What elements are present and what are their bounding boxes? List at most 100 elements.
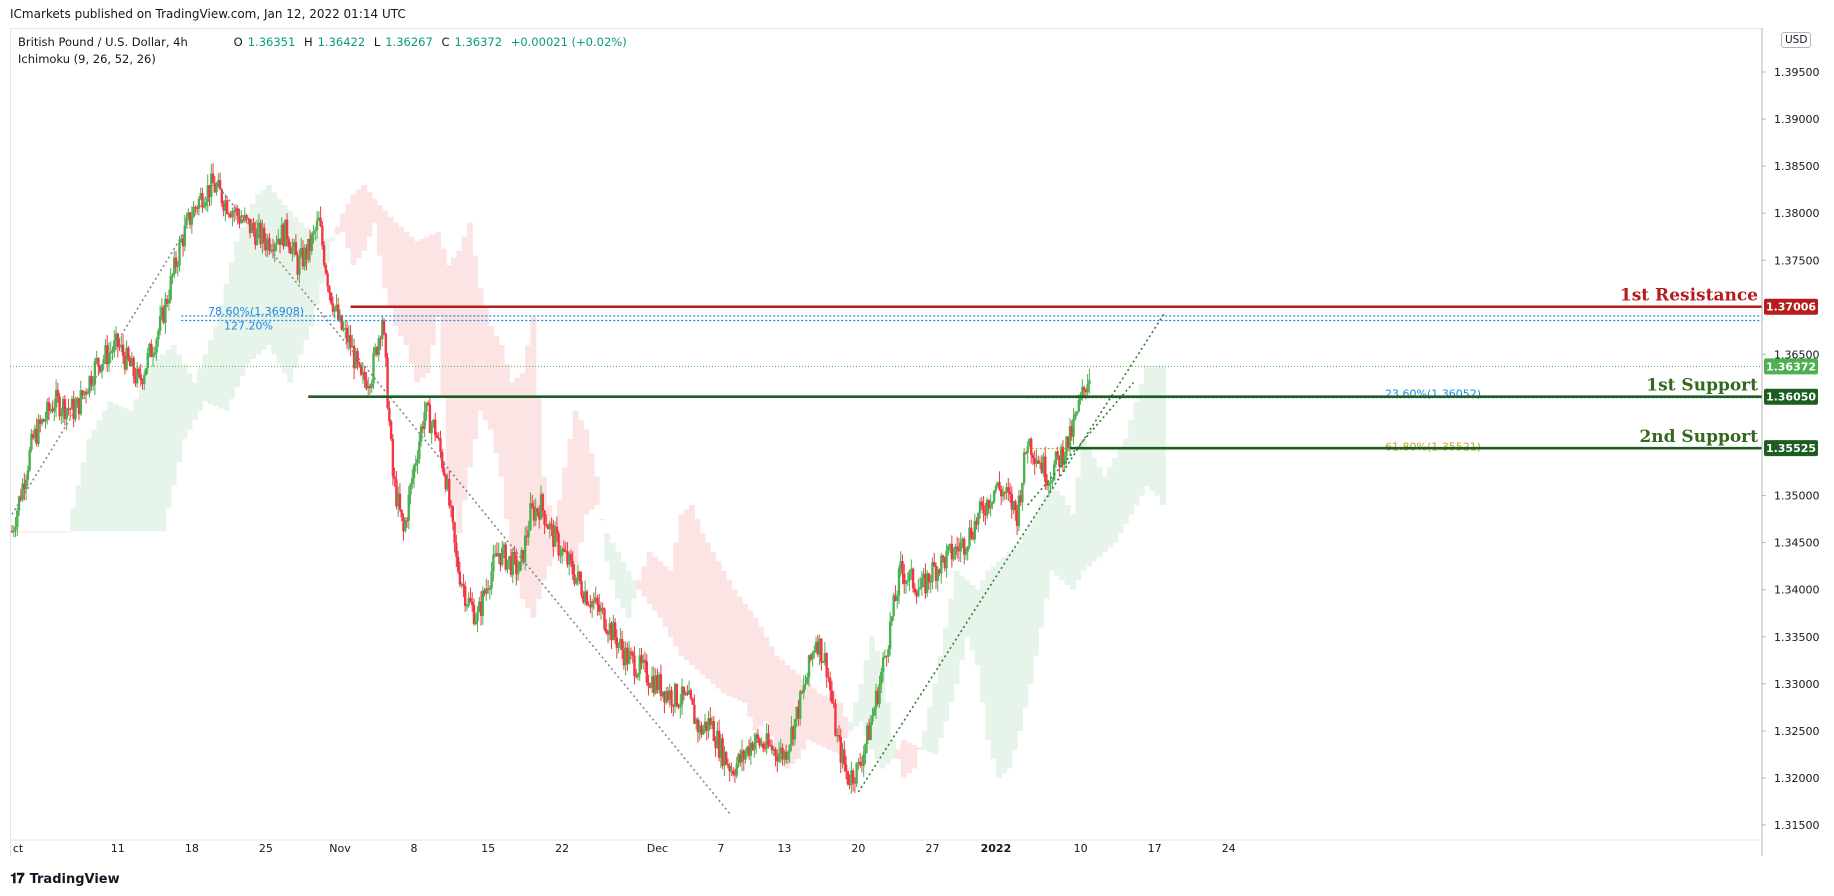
candle-body — [806, 677, 809, 685]
candle-body — [40, 419, 44, 424]
candle-body — [888, 621, 892, 650]
candle-body — [39, 419, 42, 424]
cloud-segment — [847, 721, 854, 731]
candle-body — [58, 396, 61, 417]
cloud-segment — [927, 707, 934, 753]
current-price-text: 1.36372 — [1766, 360, 1816, 373]
cloud-segment — [345, 203, 352, 249]
current-price-tag — [1764, 358, 1818, 375]
cloud-segment — [228, 262, 235, 400]
candle-body — [1024, 452, 1028, 454]
candle-body — [358, 362, 361, 366]
currency-button[interactable]: USD — [1781, 32, 1812, 48]
candle-body — [384, 333, 388, 358]
cloud-segment — [593, 476, 600, 505]
cloud-segment — [768, 646, 775, 736]
candle-body — [553, 526, 557, 547]
candle-body — [271, 249, 275, 252]
candle-body — [19, 496, 23, 500]
candle-body — [857, 761, 860, 763]
candle-body — [770, 745, 774, 751]
candle-body — [1033, 458, 1036, 464]
x-axis: ct 11 18 25 Nov 8 15 22 Dec 7 13 20 27 2022 10 17 24 — [10, 839, 1762, 855]
candle-body — [143, 375, 146, 385]
candle-body — [208, 185, 211, 197]
candle-body — [344, 327, 347, 329]
candle-body — [520, 549, 523, 562]
candle-body — [264, 242, 268, 251]
candle-body — [836, 735, 839, 737]
cloud-segment — [313, 236, 320, 305]
cloud-segment — [128, 410, 135, 532]
candle-body — [329, 292, 333, 304]
candle-body — [1040, 462, 1043, 473]
candle-body — [624, 647, 627, 666]
candle-body — [663, 691, 666, 703]
candle-body — [72, 398, 75, 420]
candle-body — [1065, 436, 1068, 457]
cloud-segment — [509, 382, 516, 562]
candle-body — [236, 208, 239, 216]
cloud-segment — [816, 693, 822, 745]
candle-body — [458, 571, 462, 585]
candle-body — [120, 344, 123, 347]
candle-body — [125, 347, 128, 370]
candle-body — [784, 751, 788, 760]
cloud-segment — [234, 241, 241, 388]
candle-body — [952, 555, 955, 560]
candle-body — [301, 247, 305, 267]
price-tag — [1764, 440, 1818, 457]
candle-body — [185, 217, 188, 226]
cloud-segment — [117, 406, 124, 532]
cloud-segment — [223, 283, 230, 411]
cloud-segment — [181, 363, 188, 440]
candle-body — [781, 747, 784, 760]
x-tick-label: 25 — [259, 842, 273, 855]
cloud-segment — [445, 264, 452, 477]
candle-body — [716, 730, 719, 748]
cloud-segment — [953, 570, 960, 684]
cloud-segment — [43, 531, 50, 533]
cloud-segment — [805, 683, 812, 741]
candle-body — [885, 656, 888, 658]
candle-body — [873, 708, 876, 716]
candle-body — [499, 553, 502, 565]
cloud-segment — [932, 683, 939, 755]
candle-body — [529, 503, 532, 531]
cloud-segment — [350, 194, 357, 265]
candle-body — [908, 571, 911, 581]
candle-body — [672, 705, 675, 707]
candle-body — [366, 385, 370, 389]
candle-body — [60, 412, 63, 417]
candle-body — [14, 527, 17, 531]
candle-body — [568, 553, 571, 565]
candle-body — [707, 718, 710, 731]
candle-body — [121, 344, 125, 356]
candles — [10, 163, 1091, 794]
candle-body — [894, 595, 897, 602]
candle-body — [576, 571, 580, 578]
candle-body — [684, 692, 687, 696]
cloud-segment — [154, 359, 161, 532]
cloud-segment — [863, 660, 870, 736]
candle-body — [693, 704, 696, 725]
cloud-segment — [80, 462, 87, 532]
candle-body — [580, 581, 583, 595]
candle-body — [527, 530, 530, 538]
cloud-segment — [175, 354, 182, 463]
candle-body — [97, 358, 100, 366]
candle-body — [23, 483, 26, 490]
candle-body — [1063, 456, 1066, 465]
candle-body — [211, 173, 215, 184]
candle-body — [1021, 482, 1024, 503]
candle-body — [435, 435, 439, 438]
x-tick-label: 10 — [1074, 842, 1088, 855]
cloud-segment — [604, 533, 611, 562]
candle-body — [664, 691, 668, 703]
candle-body — [222, 203, 225, 211]
candle-body — [1047, 482, 1051, 486]
price-tag — [1764, 298, 1818, 315]
candle-body — [545, 524, 548, 526]
candle-body — [485, 588, 488, 594]
